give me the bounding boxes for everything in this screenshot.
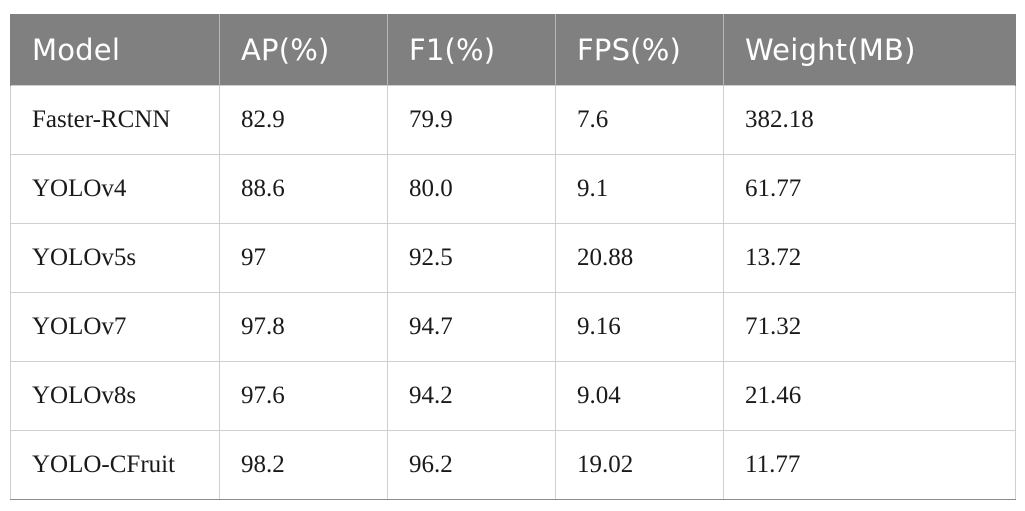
header-model: Model xyxy=(10,14,220,86)
cell-f1: 92.5 xyxy=(387,223,556,293)
cell-model: YOLOv8s xyxy=(10,361,220,431)
cell-ap: 97.6 xyxy=(219,361,388,431)
cell-ap: 97.8 xyxy=(219,292,388,362)
header-weight: Weight(MB) xyxy=(723,14,1016,86)
table-row: YOLO-CFruit 98.2 96.2 19.02 11.77 xyxy=(10,430,1016,500)
cell-ap: 82.9 xyxy=(219,85,388,155)
cell-fps: 7.6 xyxy=(555,85,724,155)
table-row: YOLOv4 88.6 80.0 9.1 61.77 xyxy=(10,154,1016,224)
cell-fps: 9.16 xyxy=(555,292,724,362)
table-body: Faster-RCNN 82.9 79.9 7.6 382.18 YOLOv4 … xyxy=(10,85,1016,500)
table-row: YOLOv8s 97.6 94.2 9.04 21.46 xyxy=(10,361,1016,431)
header-ap: AP(%) xyxy=(219,14,388,86)
cell-weight: 13.72 xyxy=(723,223,1016,293)
comparison-table-container: Model AP(%) F1(%) FPS(%) Weight(MB) Fast… xyxy=(10,14,1016,500)
cell-ap: 88.6 xyxy=(219,154,388,224)
cell-weight: 61.77 xyxy=(723,154,1016,224)
cell-model: YOLOv5s xyxy=(10,223,220,293)
table-row: YOLOv5s 97 92.5 20.88 13.72 xyxy=(10,223,1016,293)
cell-fps: 9.1 xyxy=(555,154,724,224)
cell-f1: 80.0 xyxy=(387,154,556,224)
table-row: Faster-RCNN 82.9 79.9 7.6 382.18 xyxy=(10,85,1016,155)
cell-weight: 382.18 xyxy=(723,85,1016,155)
header-fps: FPS(%) xyxy=(555,14,724,86)
cell-f1: 94.2 xyxy=(387,361,556,431)
cell-weight: 11.77 xyxy=(723,430,1016,500)
table-header: Model AP(%) F1(%) FPS(%) Weight(MB) xyxy=(10,14,1016,86)
cell-fps: 9.04 xyxy=(555,361,724,431)
cell-fps: 20.88 xyxy=(555,223,724,293)
cell-f1: 96.2 xyxy=(387,430,556,500)
cell-ap: 97 xyxy=(219,223,388,293)
cell-fps: 19.02 xyxy=(555,430,724,500)
cell-ap: 98.2 xyxy=(219,430,388,500)
cell-weight: 21.46 xyxy=(723,361,1016,431)
cell-model: YOLOv7 xyxy=(10,292,220,362)
cell-model: YOLO-CFruit xyxy=(10,430,220,500)
cell-f1: 79.9 xyxy=(387,85,556,155)
cell-weight: 71.32 xyxy=(723,292,1016,362)
header-row: Model AP(%) F1(%) FPS(%) Weight(MB) xyxy=(10,14,1016,86)
cell-model: Faster-RCNN xyxy=(10,85,220,155)
model-comparison-table: Model AP(%) F1(%) FPS(%) Weight(MB) Fast… xyxy=(10,14,1016,500)
cell-f1: 94.7 xyxy=(387,292,556,362)
table-row: YOLOv7 97.8 94.7 9.16 71.32 xyxy=(10,292,1016,362)
cell-model: YOLOv4 xyxy=(10,154,220,224)
header-f1: F1(%) xyxy=(387,14,556,86)
